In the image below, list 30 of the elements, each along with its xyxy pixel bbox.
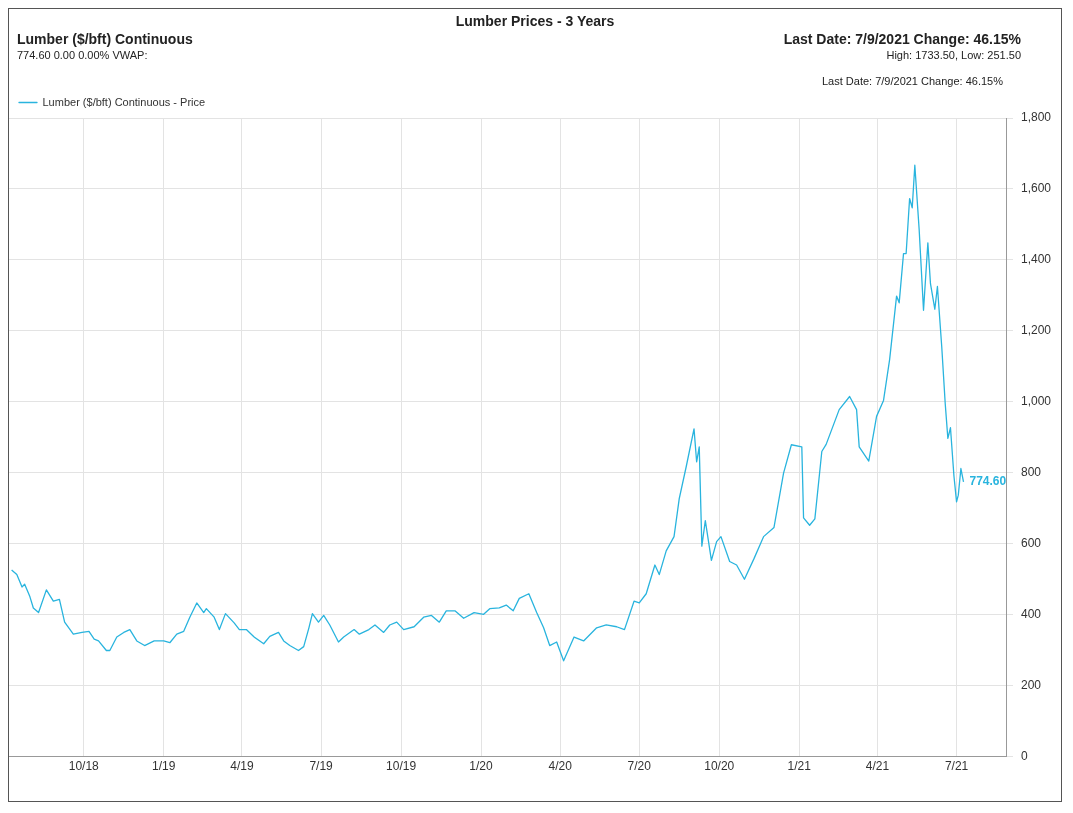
x-tick-label: 7/21 (944, 759, 969, 774)
y-tick-label: 1,800 (1020, 110, 1052, 125)
x-tick-label: 1/21 (787, 759, 812, 774)
y-tick-label: 400 (1020, 607, 1042, 621)
x-tick-label: 1/19 (152, 759, 176, 774)
legend-label: Lumber ($/bft) Continuous - Price (42, 95, 206, 108)
x-tick-label: 10/20 (704, 759, 735, 774)
x-tick-label: 10/18 (68, 759, 100, 774)
x-tick-label: 4/20 (548, 759, 573, 774)
x-tick-label: 1/20 (469, 759, 494, 774)
y-tick-label: 600 (1020, 536, 1042, 551)
x-tick-label: 4/21 (865, 759, 890, 774)
chart-title: Lumber Prices - 3 Years (454, 12, 616, 29)
y-tick-label: 1,200 (1020, 323, 1052, 338)
text: Last Date: 7/9/2021 Change: 46.15% (783, 31, 1021, 47)
text: High: 1733.50, Low: 251.50 (885, 49, 1021, 61)
x-tick-label: 10/19 (386, 759, 417, 774)
text: Lumber ($/bft) Continuous (17, 31, 193, 47)
x-tick-label: 7/19 (309, 759, 334, 774)
text: Last Date: 7/9/2021 Change: 46.15% (820, 74, 1004, 87)
y-tick-label: 1,600 (1020, 181, 1052, 196)
x-tick-label: 7/20 (627, 759, 652, 774)
x-tick-label: 4/19 (230, 759, 254, 774)
y-tick-label: 1,000 (1020, 394, 1052, 409)
y-tick-label: 200 (1020, 677, 1042, 692)
text: 774.60 0.00 0.00% VWAP: (17, 49, 149, 61)
y-tick-label: 0 (1020, 748, 1028, 763)
y-tick-label: 800 (1020, 465, 1042, 480)
annotation: 774.60 (969, 474, 1007, 489)
y-tick-label: 1,400 (1020, 252, 1052, 267)
